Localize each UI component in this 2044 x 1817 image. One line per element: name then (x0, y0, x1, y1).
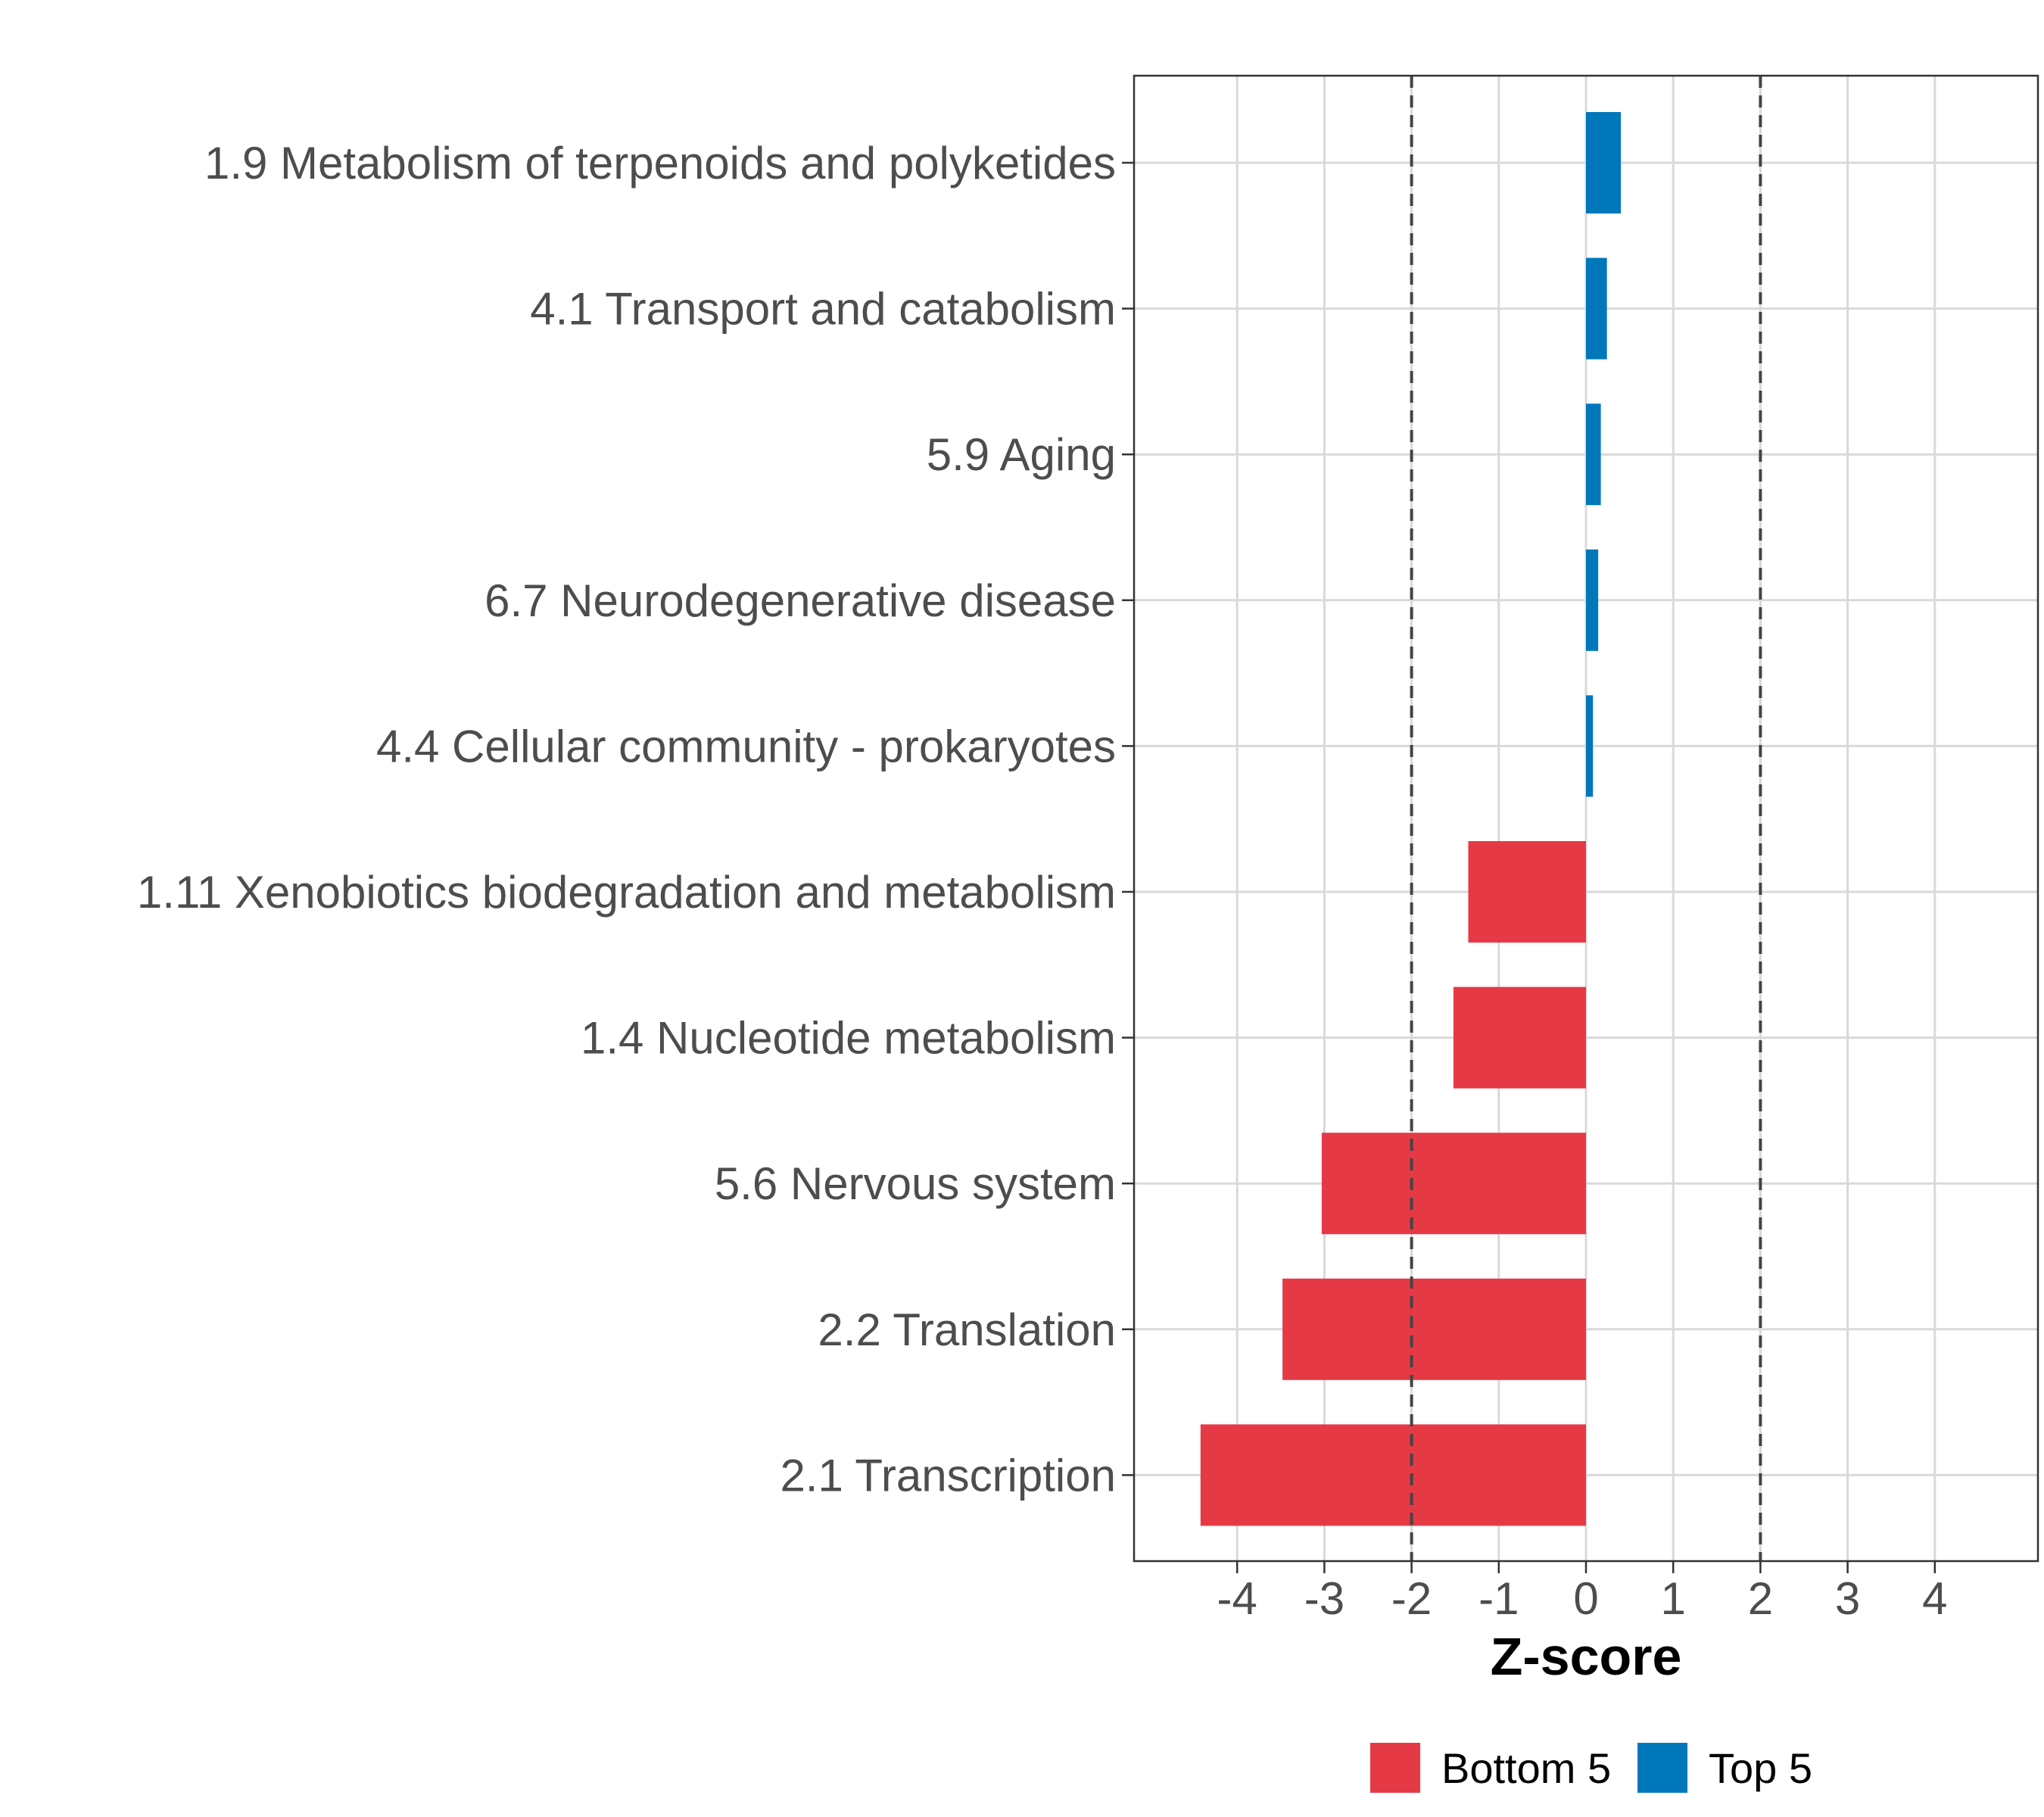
legend-swatch (1637, 1743, 1687, 1793)
y-axis-labels: 1.9 Metabolism of terpenoids and polyket… (137, 138, 1116, 1501)
x-tick-label: 2 (1748, 1573, 1773, 1624)
bar (1321, 1133, 1586, 1235)
bar (1586, 257, 1607, 360)
x-tick-label: 3 (1835, 1573, 1860, 1624)
category-label: 5.9 Aging (927, 429, 1116, 480)
y-axis-ticks (1122, 161, 1134, 1476)
x-tick-label: -1 (1478, 1573, 1519, 1624)
legend-label: Bottom 5 (1441, 1744, 1611, 1792)
category-label: 4.1 Transport and catabolism (530, 284, 1116, 335)
x-axis-labels: -4 -3 -2 -1 0 1 2 3 4 (1217, 1573, 1948, 1624)
bar (1586, 549, 1599, 651)
category-label: 1.4 Nucleotide metabolism (581, 1013, 1116, 1064)
bars (1200, 112, 1622, 1526)
x-axis-ticks (1235, 1561, 1937, 1573)
x-tick-label: -3 (1304, 1573, 1344, 1624)
category-label: 4.4 Cellular community - prokaryotes (376, 721, 1116, 771)
legend: Bottom 5 Top 5 (1370, 1743, 1812, 1793)
bar (1200, 1424, 1586, 1526)
bar (1453, 986, 1586, 1089)
category-label: 6.7 Neurodegenerative disease (485, 575, 1116, 626)
bar (1586, 695, 1594, 797)
x-axis-title: Z-score (1491, 1627, 1682, 1686)
bar (1586, 112, 1622, 213)
category-label: 2.2 Translation (818, 1304, 1116, 1355)
legend-swatch (1370, 1743, 1420, 1793)
reference-lines (1410, 76, 1762, 1561)
bar (1282, 1278, 1586, 1380)
category-label: 2.1 Transcription (780, 1450, 1116, 1501)
x-tick-label: -2 (1391, 1573, 1432, 1624)
x-tick-label: 1 (1661, 1573, 1686, 1624)
x-tick-label: 4 (1922, 1573, 1947, 1624)
category-label: 5.6 Nervous system (715, 1158, 1116, 1209)
bar (1586, 404, 1601, 506)
legend-label: Top 5 (1709, 1744, 1812, 1792)
bar (1468, 841, 1586, 943)
category-label: 1.9 Metabolism of terpenoids and polyket… (204, 138, 1116, 189)
category-label: 1.11 Xenobiotics biodegradation and meta… (137, 867, 1116, 918)
x-tick-label: -4 (1217, 1573, 1257, 1624)
x-tick-label: 0 (1573, 1573, 1598, 1624)
